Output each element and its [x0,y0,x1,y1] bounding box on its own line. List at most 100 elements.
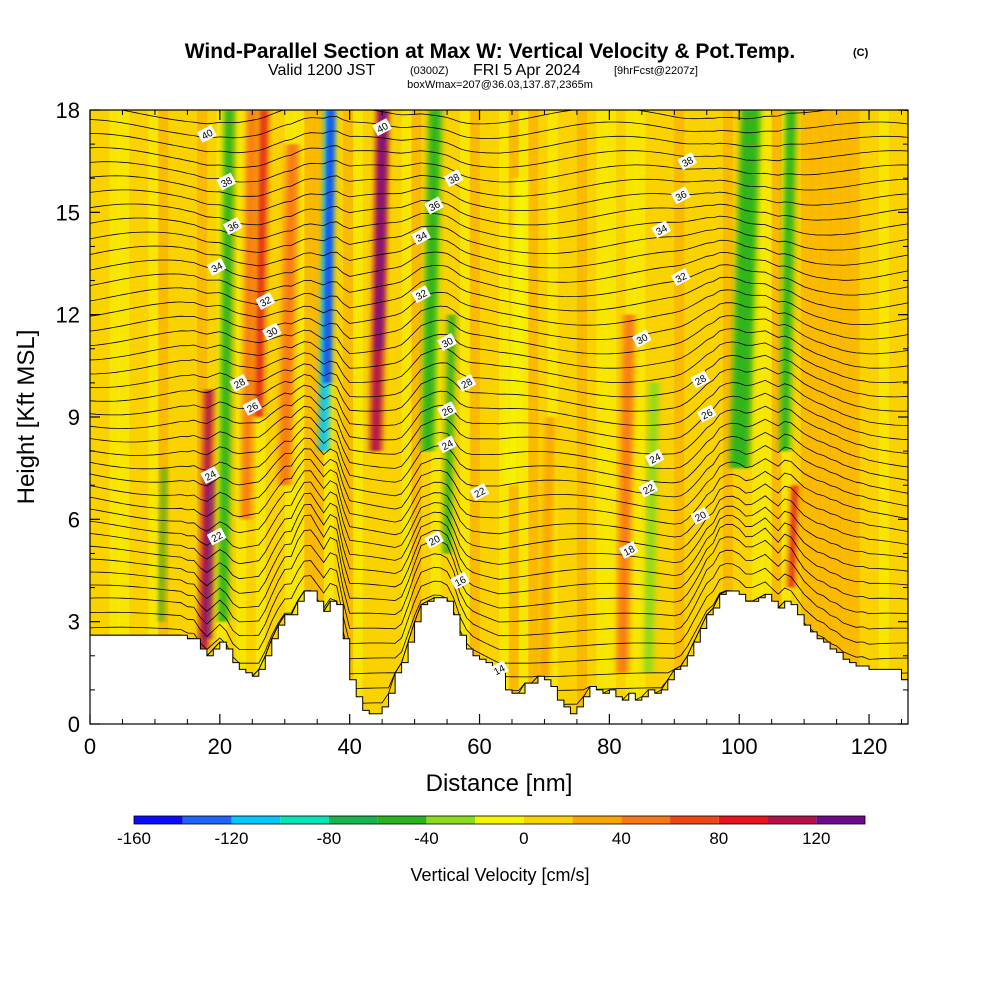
colorbar-tick-label: -120 [214,829,248,848]
svg-text:34: 34 [414,230,429,245]
velocity-band [606,110,617,724]
svg-text:38: 38 [681,155,696,170]
velocity-band [294,110,305,724]
svg-text:22: 22 [210,530,225,545]
isentrope-line [90,354,908,398]
subtitle-valid: Valid 1200 JST [268,62,376,79]
isentrope-line [90,174,908,197]
velocity-band [576,110,588,724]
velocity-band [791,110,802,724]
velocity-band [138,110,150,724]
svg-text:18: 18 [622,544,637,559]
velocity-band [869,110,880,724]
velocity-band [586,110,598,724]
velocity-band [878,110,890,724]
colorbar-swatch [134,816,183,824]
isentrope-line [90,187,908,211]
colorbar-tick-label: 0 [519,829,528,848]
svg-text:22: 22 [642,482,657,497]
velocity-band [236,110,247,724]
velocity-band [761,110,773,724]
subtitle-forecast: [9hrFcst@2207z] [614,65,698,77]
y-tick-label: 15 [56,200,80,225]
isentrope-label: 20 [424,531,444,549]
velocity-band [830,110,841,724]
subtitle-date: FRI 5 Apr 2024 [473,62,581,79]
isentrope-label: 20 [690,507,710,525]
isentrope-line [90,416,908,469]
isentrope-lines [90,110,908,705]
downdraft-plume [159,468,167,622]
isentrope-line [90,341,908,383]
updraft-plume [205,478,214,639]
colorbar-swatch [621,816,671,824]
isentrope-line [90,405,908,455]
svg-text:20: 20 [427,533,442,548]
updraft-plume [199,389,214,649]
velocity-band [664,110,675,724]
colorbar-swatch [523,816,573,824]
svg-text:32: 32 [414,288,429,303]
velocity-band [391,110,403,724]
isentrope-label: 34 [411,227,431,245]
svg-text:34: 34 [210,261,225,276]
velocity-band [430,110,442,724]
isentrope-line [90,145,908,169]
colorbar-swatch [328,816,378,824]
x-tick-label: 40 [337,734,361,759]
velocity-band [187,110,198,724]
isentrope-line [90,289,908,326]
y-tick-label: 18 [56,98,80,123]
isentrope-label: 14 [489,660,509,678]
velocity-band [537,110,549,724]
svg-text:28: 28 [694,373,709,388]
isentrope-line [90,212,908,240]
isentrope-label: 26 [242,398,262,416]
velocity-band [693,110,705,724]
colorbar-swatch [280,816,329,824]
colorbar-swatch [426,816,476,824]
svg-text:30: 30 [440,336,455,351]
x-tick-label: 0 [84,734,96,759]
isentrope-line [90,264,908,298]
velocity-band [479,110,490,724]
updraft-plume [376,110,386,349]
velocity-band [167,110,179,724]
isentrope-line [90,315,908,355]
y-tick-label: 0 [68,712,80,737]
velocity-band [109,110,120,724]
velocity-band [177,110,189,724]
isentrope-label: 38 [444,169,464,187]
velocity-band [226,110,237,724]
velocity-band [119,110,130,724]
isentrope-label: 36 [671,186,691,204]
y-axis-label: Height [Kft MSL] [13,330,40,505]
velocity-band [128,110,140,724]
velocity-band [411,110,422,724]
velocity-band [752,110,763,724]
velocity-band [635,110,646,724]
isentrope-line [90,276,908,312]
svg-text:40: 40 [375,121,390,136]
velocity-band [557,110,568,724]
colorbar-tick-label: 40 [612,829,631,848]
svg-text:24: 24 [203,469,218,484]
velocity-band [469,110,481,724]
isentrope-line [90,492,908,565]
isentrope-label: 30 [437,333,457,351]
colorbar-swatch [182,816,232,824]
isentrope-line [90,328,908,369]
isentrope-line [90,481,908,551]
velocity-band [460,110,471,724]
colorbar-tick-label: 120 [802,829,830,848]
isentrope-line [90,238,908,269]
isentrope-line [90,560,908,637]
chart-title-mark: (C) [853,47,869,59]
svg-text:30: 30 [635,332,650,347]
velocity-band [567,110,578,724]
isentrope-label: 32 [411,285,431,303]
svg-text:36: 36 [226,220,241,235]
colorbar-tick-label: -80 [317,829,342,848]
isentrope-line [90,470,908,538]
isentrope-label: 22 [638,479,658,497]
